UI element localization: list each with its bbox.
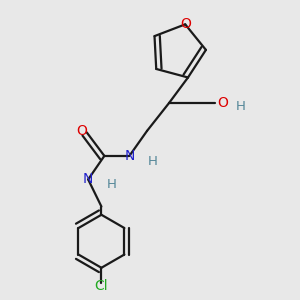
Text: H: H [148, 155, 158, 168]
Text: O: O [180, 17, 190, 31]
Text: H: H [236, 100, 245, 113]
Text: O: O [76, 124, 87, 138]
Text: Cl: Cl [94, 279, 108, 293]
Text: N: N [124, 149, 135, 163]
Text: O: O [217, 96, 228, 110]
Text: N: N [83, 172, 93, 186]
Text: H: H [107, 178, 117, 191]
